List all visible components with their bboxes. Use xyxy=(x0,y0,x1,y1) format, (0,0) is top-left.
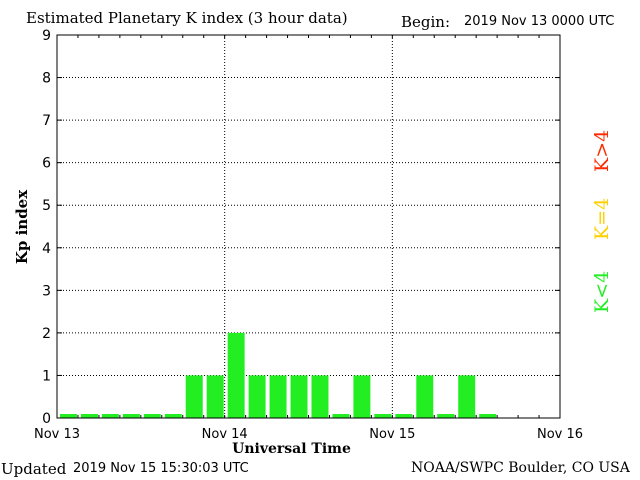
credit-text: NOAA/SWPC Boulder, CO USA xyxy=(411,460,630,476)
y-tick-label: 2 xyxy=(42,326,51,342)
y-tick-label: 7 xyxy=(42,113,51,129)
kp-bar xyxy=(164,414,182,418)
kp-bar xyxy=(437,414,455,418)
kp-bar xyxy=(122,414,140,418)
y-tick-label: 5 xyxy=(42,198,51,214)
y-tick-label: 9 xyxy=(42,28,51,44)
kp-bar xyxy=(290,375,308,418)
legend-k-equal-4: K=4 xyxy=(591,197,613,240)
kp-bar xyxy=(458,375,476,418)
begin-label: Begin: xyxy=(401,13,451,31)
plot-frame xyxy=(56,34,561,419)
y-tick-label: 6 xyxy=(42,156,51,172)
kp-bar xyxy=(479,414,497,418)
kp-bar xyxy=(101,414,119,418)
y-tick-label: 8 xyxy=(42,71,51,87)
legend-k-less-4: K<4 xyxy=(591,270,613,313)
kp-bar xyxy=(248,375,266,418)
chart-title: Estimated Planetary K index (3 hour data… xyxy=(26,9,348,27)
updated-value: 2019 Nov 15 15:30:03 UTC xyxy=(73,461,249,476)
kp-bar xyxy=(185,375,203,418)
kp-bar xyxy=(60,414,77,418)
y-tick-label: 3 xyxy=(42,283,51,299)
x-tick-label: Nov 16 xyxy=(537,427,583,442)
kp-bar xyxy=(374,414,392,418)
kp-bar xyxy=(395,414,413,418)
kp-bar xyxy=(227,332,245,418)
kp-bar xyxy=(206,375,224,418)
updated-label: Updated xyxy=(1,460,67,478)
x-tick-label: Nov 13 xyxy=(34,427,80,442)
kp-bar xyxy=(143,414,161,418)
kp-bar xyxy=(80,414,98,418)
x-tick-label: Nov 14 xyxy=(202,427,248,442)
kp-bar xyxy=(311,375,329,418)
y-axis-label: Kp index xyxy=(13,189,31,264)
y-tick-label: 1 xyxy=(42,368,51,384)
legend-k-greater-4: K>4 xyxy=(591,129,613,172)
kp-bar xyxy=(416,375,434,418)
y-tick-label: 0 xyxy=(42,411,51,427)
x-tick-label: Nov 15 xyxy=(369,427,415,442)
y-tick-label: 4 xyxy=(42,241,51,257)
x-axis-label: Universal Time xyxy=(232,441,351,457)
kp-bar xyxy=(269,375,287,418)
kp-bar xyxy=(353,375,371,418)
kp-bar xyxy=(332,414,350,418)
begin-value: 2019 Nov 13 0000 UTC xyxy=(464,14,615,29)
